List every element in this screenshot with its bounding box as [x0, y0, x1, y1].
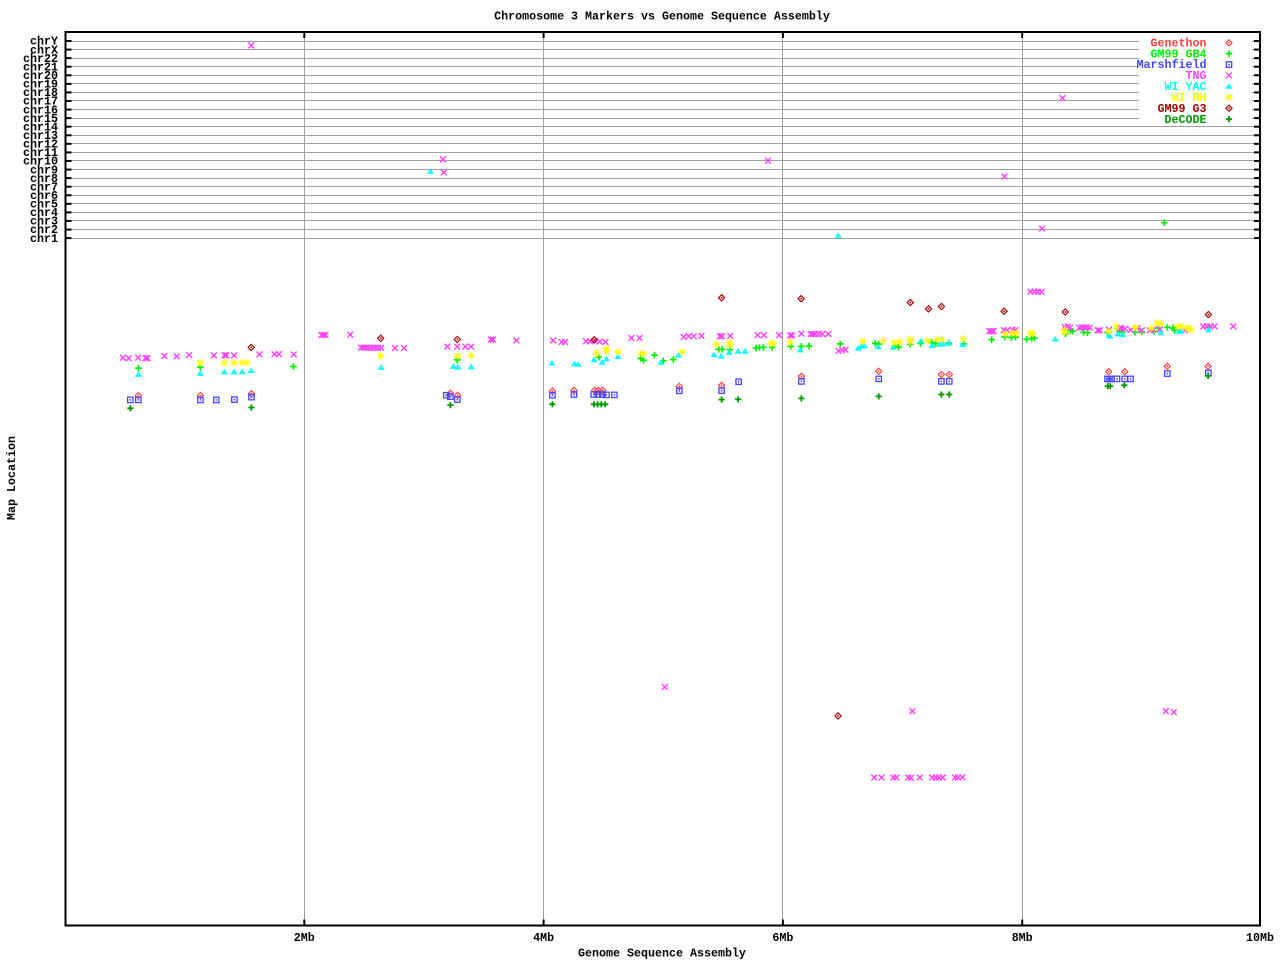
svg-text:TNG: TNG — [1186, 69, 1207, 83]
svg-text:chr6: chr6 — [30, 189, 58, 203]
svg-text:WI RH: WI RH — [1172, 91, 1207, 105]
svg-text:4Mb: 4Mb — [533, 931, 554, 945]
svg-text:chr2: chr2 — [30, 223, 58, 237]
svg-text:chrY: chrY — [30, 35, 58, 49]
svg-text:chr7: chr7 — [30, 180, 58, 194]
svg-text:WI YAC: WI YAC — [1165, 80, 1207, 94]
svg-text:chr21: chr21 — [23, 60, 58, 74]
svg-text:DeCODE: DeCODE — [1165, 113, 1207, 127]
svg-text:chr19: chr19 — [23, 78, 58, 92]
svg-text:chr11: chr11 — [23, 146, 58, 160]
svg-text:Chromosome 3 Markers vs Genome: Chromosome 3 Markers vs Genome Sequence … — [494, 10, 830, 24]
svg-text:Map Location: Map Location — [5, 436, 19, 520]
svg-text:chr20: chr20 — [23, 69, 58, 83]
svg-text:chr10: chr10 — [23, 155, 58, 169]
svg-text:chr18: chr18 — [23, 86, 58, 100]
svg-text:chr17: chr17 — [23, 95, 58, 109]
svg-text:GM99 G3: GM99 G3 — [1158, 102, 1207, 116]
svg-text:chr5: chr5 — [30, 198, 58, 212]
svg-text:chr1: chr1 — [30, 232, 58, 246]
svg-text:chr9: chr9 — [30, 163, 58, 177]
svg-text:chr4: chr4 — [30, 206, 58, 220]
svg-text:GM99 GB4: GM99 GB4 — [1151, 47, 1207, 61]
svg-text:chr12: chr12 — [23, 138, 58, 152]
svg-text:chrX: chrX — [30, 43, 58, 57]
svg-text:chr22: chr22 — [23, 52, 58, 66]
svg-text:10Mb: 10Mb — [1246, 931, 1274, 945]
svg-text:2Mb: 2Mb — [294, 931, 315, 945]
svg-text:8Mb: 8Mb — [1012, 931, 1033, 945]
svg-text:Marshfield: Marshfield — [1137, 58, 1207, 72]
svg-text:chr15: chr15 — [23, 112, 58, 126]
svg-text:chr13: chr13 — [23, 129, 58, 143]
svg-text:chr8: chr8 — [30, 172, 58, 186]
svg-text:6Mb: 6Mb — [772, 931, 793, 945]
svg-text:chr16: chr16 — [23, 103, 58, 117]
svg-text:Genethon: Genethon — [1151, 36, 1207, 50]
svg-text:Genome Sequence Assembly: Genome Sequence Assembly — [578, 947, 746, 960]
svg-text:chr14: chr14 — [23, 120, 58, 134]
svg-text:chr3: chr3 — [30, 215, 58, 229]
